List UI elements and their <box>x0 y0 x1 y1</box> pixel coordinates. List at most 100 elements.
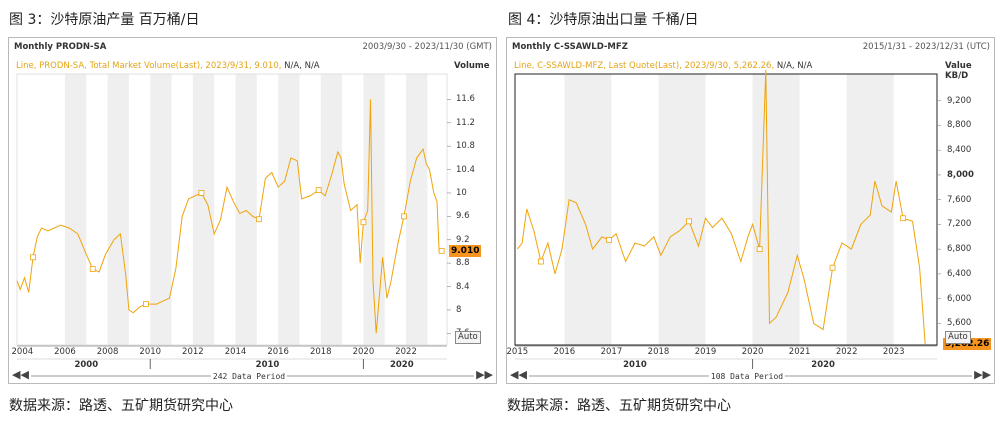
y-unit-label: Value KB/D <box>945 61 972 81</box>
x-tick-label: 2016 <box>267 347 289 357</box>
x-tick-label: 2006 <box>54 347 76 357</box>
y-unit-label: Volume <box>454 61 490 71</box>
y-unit-label-value: Value <box>945 61 972 71</box>
last-value-label: 9.010 <box>449 244 482 257</box>
series-marker <box>360 219 367 226</box>
year-band <box>107 74 129 345</box>
x-tick-label: 2018 <box>309 347 332 357</box>
plot-frame <box>514 73 938 346</box>
y-tick-label: 8,000 <box>947 169 974 180</box>
decade-label: 2010 <box>623 360 647 370</box>
y-tick-label: 8,800 <box>947 120 972 131</box>
year-band <box>752 74 800 345</box>
figure-3-source: 数据来源：路透、五矿期货研究中心 <box>9 398 233 414</box>
x-tick-label: 2023 <box>882 347 905 357</box>
x-tick-label: 2010 <box>139 347 162 357</box>
x-tick-label: 2017 <box>600 347 623 357</box>
series-marker <box>256 216 262 223</box>
y-tick-label: 8,400 <box>947 145 972 156</box>
series-line <box>517 69 926 345</box>
series-marker <box>829 264 836 271</box>
series-marker <box>537 258 544 265</box>
plot-frame <box>16 73 448 346</box>
date-range: 2003/9/30 - 2023/11/30 (GMT) <box>362 42 493 52</box>
auto-scale-button[interactable]: Auto <box>945 331 971 344</box>
year-band <box>192 74 215 345</box>
y-tick-label: 7,200 <box>947 219 972 230</box>
data-period-label: 242 Data Period <box>210 372 288 381</box>
y-tick-label: 10.8 <box>456 141 475 152</box>
legend: Line, PRODN-SA, Total Market Volume(Last… <box>16 61 320 71</box>
x-tick-label: 2022 <box>395 347 417 357</box>
y-tick-label: 8 <box>456 304 462 315</box>
year-band <box>846 74 894 345</box>
y-tick-label: 8.8 <box>456 258 470 269</box>
production-chart-canvas <box>16 73 474 377</box>
x-tick-label: 2020 <box>741 347 764 357</box>
scroll-right-icon[interactable]: ▶▶ <box>476 368 493 381</box>
y-tick-label: 6,000 <box>947 293 972 304</box>
y-tick-label: 9.2 <box>456 234 470 245</box>
legend-text: Line, C-SSAWLD-MFZ, Last Quote(Last), 20… <box>514 61 775 71</box>
series-marker <box>198 190 205 196</box>
y-tick-label: 10.4 <box>456 164 475 175</box>
year-band <box>150 74 172 345</box>
x-tick-label: 2016 <box>553 347 576 357</box>
y-tick-label: 5,600 <box>947 318 972 329</box>
x-tick-label: 2015 <box>506 347 529 357</box>
figure-3-title: 图 3：沙特原油产量 百万桶/日 <box>9 12 200 28</box>
export-chart-panel: Monthly C-SSAWLD-MFZ 2015/1/31 - 2023/12… <box>506 37 995 384</box>
series-marker <box>756 246 763 253</box>
y-tick-label: 11.6 <box>456 94 475 105</box>
decade-label: 2020 <box>389 360 414 370</box>
series-marker <box>143 301 149 307</box>
year-band <box>235 74 257 345</box>
scroll-left-icon[interactable]: ◀◀ <box>12 368 29 381</box>
x-tick-label: 2014 <box>224 347 247 357</box>
series-marker <box>315 187 322 193</box>
decade-label: 2000 <box>74 360 99 370</box>
legend: Line, C-SSAWLD-MFZ, Last Quote(Last), 20… <box>514 61 812 71</box>
series-marker <box>438 247 445 254</box>
x-tick-label: 2022 <box>835 347 858 357</box>
y-tick-label: 9,200 <box>947 95 972 106</box>
year-band <box>320 74 343 345</box>
x-tick-label: 2021 <box>788 347 811 357</box>
export-chart-canvas <box>514 69 972 377</box>
series-marker <box>89 266 96 272</box>
year-band <box>64 74 87 345</box>
series-line <box>16 99 442 334</box>
decade-label: 2020 <box>811 360 835 370</box>
series-marker <box>30 254 36 261</box>
x-tick-label: 2012 <box>182 347 204 357</box>
year-band <box>564 74 612 345</box>
year-band <box>406 74 428 345</box>
figure-4-title: 图 4：沙特原油出口量 千桶/日 <box>508 12 699 28</box>
decade-label: 2010 <box>255 360 280 370</box>
x-tick-label: 2018 <box>647 347 670 357</box>
y-tick-label: 10 <box>456 187 467 198</box>
auto-scale-button[interactable]: Auto <box>455 331 481 344</box>
series-marker <box>686 218 692 225</box>
figure-4-source: 数据来源：路透、五矿期货研究中心 <box>507 398 731 414</box>
series-marker <box>401 213 407 220</box>
year-band <box>278 74 300 345</box>
x-tick-label: 2019 <box>694 347 717 357</box>
series-marker <box>900 215 907 222</box>
y-tick-label: 6,800 <box>947 244 972 255</box>
year-band <box>658 74 706 345</box>
series-code: Monthly PRODN-SA <box>14 42 107 52</box>
legend-na: N/A, N/A <box>776 61 813 71</box>
series-marker <box>606 236 612 243</box>
production-chart-panel: Monthly PRODN-SA 2003/9/30 - 2023/11/30 … <box>8 37 497 384</box>
y-tick-label: 8.4 <box>456 281 470 292</box>
y-tick-label: 11.2 <box>456 117 475 128</box>
y-tick-label: 6,400 <box>947 268 972 279</box>
scroll-right-icon[interactable]: ▶▶ <box>974 368 991 381</box>
x-tick-label: 2020 <box>352 347 375 357</box>
scroll-left-icon[interactable]: ◀◀ <box>510 368 527 381</box>
series-code: Monthly C-SSAWLD-MFZ <box>512 42 628 52</box>
year-band <box>363 74 385 345</box>
y-tick-label: 9.6 <box>456 211 470 222</box>
date-range: 2015/1/31 - 2023/12/31 (UTC) <box>862 42 990 52</box>
